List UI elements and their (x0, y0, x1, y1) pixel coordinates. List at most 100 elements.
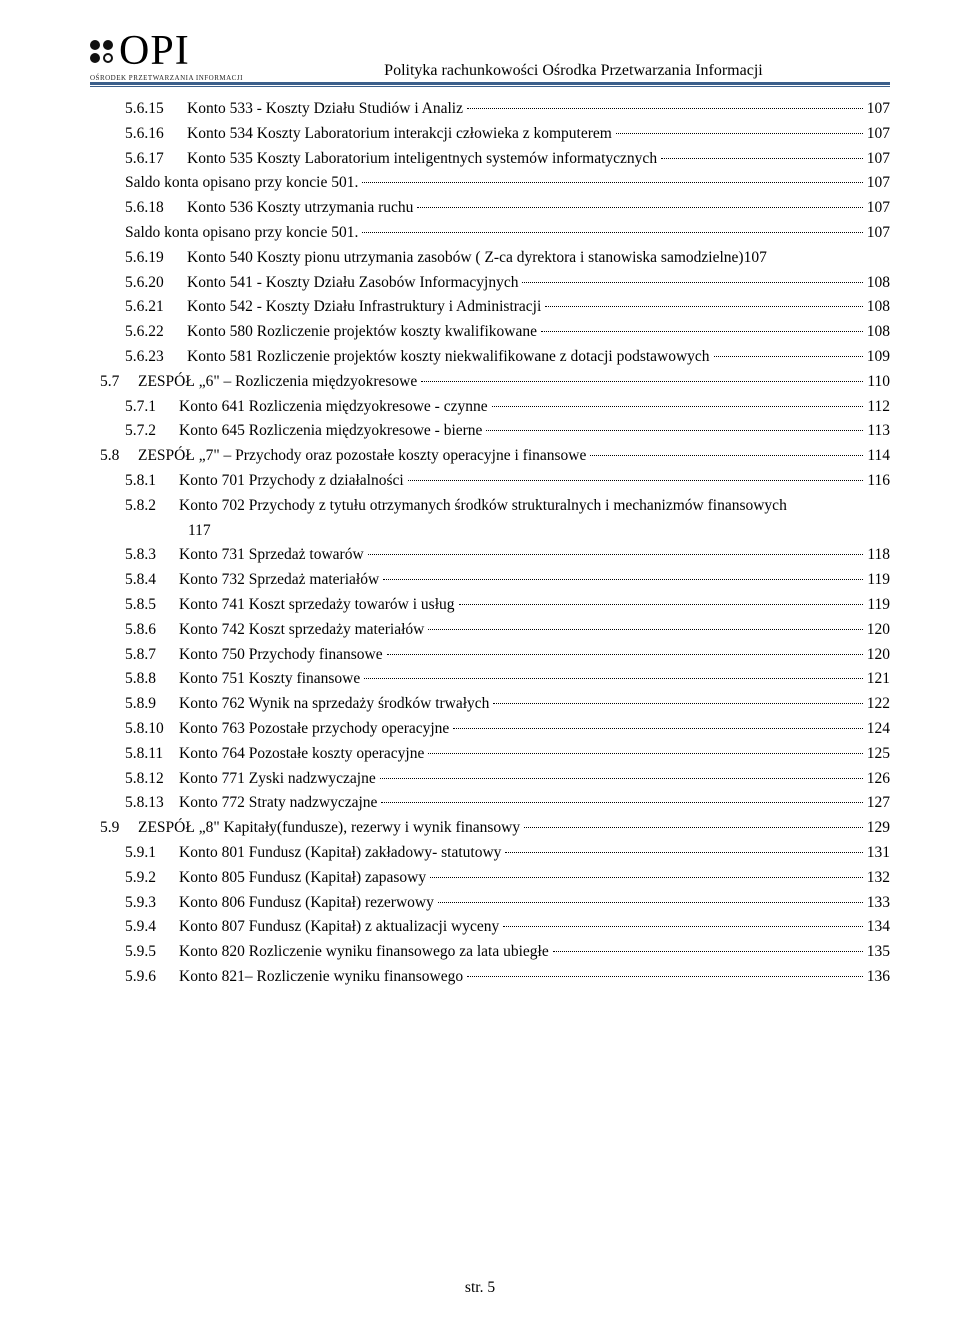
toc-page: 135 (867, 940, 890, 965)
toc-line: 5.6.22Konto 580 Rozliczenie projektów ko… (90, 320, 890, 345)
toc-label: Konto 764 Pozostałe koszty operacyjne (179, 742, 424, 767)
toc-page: 108 (867, 271, 890, 296)
toc-label: Konto 751 Koszty finansowe (179, 667, 360, 692)
toc-leader (430, 877, 863, 878)
page-footer: str. 5 (0, 1279, 960, 1297)
toc-page: 114 (867, 444, 890, 469)
toc-label: Konto 702 Przychody z tytułu otrzymanych… (179, 494, 787, 519)
toc-number: 5.8.11 (125, 742, 179, 767)
toc-number: 5.6.21 (125, 295, 187, 320)
toc-number: 5.8.1 (125, 469, 179, 494)
toc-label: Konto 645 Rozliczenia międzyokresowe - b… (179, 419, 482, 444)
toc-label: Konto 540 Koszty pionu utrzymania zasobó… (187, 246, 744, 271)
toc-leader (467, 108, 863, 109)
toc-page: 133 (867, 891, 890, 916)
logo-text: OPI (119, 30, 190, 72)
toc-number: 5.9.4 (125, 915, 179, 940)
toc-number: 5.9.2 (125, 866, 179, 891)
toc-number: 5.6.17 (125, 147, 187, 172)
toc-leader (616, 133, 863, 134)
toc-line: 5.8.7Konto 750 Przychody finansowe 120 (90, 643, 890, 668)
toc-line: 5.9.2Konto 805 Fundusz (Kapitał) zapasow… (90, 866, 890, 891)
toc-number: 5.9.5 (125, 940, 179, 965)
page-header: OPI OŚRODEK PRZETWARZANIA INFORMACJI Pol… (90, 30, 890, 82)
toc-line: 5.8.13Konto 772 Straty nadzwyczajne 127 (90, 791, 890, 816)
toc-number: 5.8.6 (125, 618, 179, 643)
toc-leader (428, 629, 862, 630)
toc-page: 112 (867, 395, 890, 420)
toc-leader (541, 331, 863, 332)
toc-label: Konto 533 - Koszty Działu Studiów i Anal… (187, 97, 463, 122)
toc-label: Konto 741 Koszt sprzedaży towarów i usłu… (179, 593, 455, 618)
logo-row: OPI (90, 30, 190, 72)
toc-number: 5.6.23 (125, 345, 187, 370)
toc-label: Konto 580 Rozliczenie projektów koszty k… (187, 320, 537, 345)
page-title: Polityka rachunkowości Ośrodka Przetwarz… (257, 62, 890, 80)
toc-leader (387, 654, 863, 655)
toc-number: 5.7.1 (125, 395, 179, 420)
toc-page: 134 (867, 915, 890, 940)
logo: OPI OŚRODEK PRZETWARZANIA INFORMACJI (90, 30, 243, 82)
toc-line: 5.6.21Konto 542 - Koszty Działu Infrastr… (90, 295, 890, 320)
toc-line: 5.8.6Konto 742 Koszt sprzedaży materiałó… (90, 618, 890, 643)
toc-leader (553, 951, 863, 952)
toc-label: Konto 750 Przychody finansowe (179, 643, 383, 668)
toc-line: 5.6.17Konto 535 Koszty Laboratorium inte… (90, 147, 890, 172)
toc-label: Konto 771 Zyski nadzwyczajne (179, 767, 376, 792)
toc-number: 5.8.4 (125, 568, 179, 593)
toc-leader (661, 158, 863, 159)
toc-line: Saldo konta opisano przy koncie 501. 107 (90, 221, 890, 246)
toc-page: 109 (867, 345, 890, 370)
toc-line: 5.6.18Konto 536 Koszty utrzymania ruchu … (90, 196, 890, 221)
toc-label: Konto 772 Straty nadzwyczajne (179, 791, 377, 816)
toc-label: Konto 701 Przychody z działalności (179, 469, 404, 494)
toc-number: 5.6.20 (125, 271, 187, 296)
toc-page: 113 (867, 419, 890, 444)
toc-label: Saldo konta opisano przy koncie 501. (125, 171, 358, 196)
toc-number: 5.8.8 (125, 667, 179, 692)
toc-number: 5.6.18 (125, 196, 187, 221)
toc-leader (590, 455, 863, 456)
toc-leader (492, 406, 864, 407)
toc-leader (408, 480, 864, 481)
toc-label: Konto 731 Sprzedaż towarów (179, 543, 364, 568)
toc-leader (417, 207, 862, 208)
toc-leader (522, 282, 862, 283)
toc-line: 5.6.20Konto 541 - Koszty Działu Zasobów … (90, 271, 890, 296)
toc-label: ZESPÓŁ „7" – Przychody oraz pozostałe ko… (138, 444, 586, 469)
toc-number: 5.7 (100, 370, 138, 395)
toc-page: 119 (867, 593, 890, 618)
toc-number: 5.8.2 (125, 494, 179, 519)
toc-leader (714, 356, 863, 357)
toc-line: 5.8ZESPÓŁ „7" – Przychody oraz pozostałe… (90, 444, 890, 469)
toc-leader (503, 926, 863, 927)
document-page: OPI OŚRODEK PRZETWARZANIA INFORMACJI Pol… (0, 0, 960, 1325)
toc-label: ZESPÓŁ „6" – Rozliczenia międzyokresowe (138, 370, 417, 395)
toc-leader (368, 554, 864, 555)
toc-number: 5.8.5 (125, 593, 179, 618)
toc-number: 5.6.15 (125, 97, 187, 122)
toc-label: Konto 805 Fundusz (Kapitał) zapasowy (179, 866, 426, 891)
toc-leader (364, 678, 863, 679)
toc-leader (381, 802, 862, 803)
toc-line: 5.9.3Konto 806 Fundusz (Kapitał) rezerwo… (90, 891, 890, 916)
toc-page: 136 (867, 965, 890, 990)
toc-leader (428, 753, 862, 754)
toc-line: 5.8.1Konto 701 Przychody z działalności … (90, 469, 890, 494)
toc-line: 5.9.1Konto 801 Fundusz (Kapitał) zakłado… (90, 841, 890, 866)
toc-number: 5.8.12 (125, 767, 179, 792)
toc-label: Konto 821– Rozliczenie wyniku finansoweg… (179, 965, 463, 990)
toc-label: Konto 801 Fundusz (Kapitał) zakładowy- s… (179, 841, 501, 866)
toc-page: 125 (867, 742, 890, 767)
toc-line: 5.6.16Konto 534 Koszty Laboratorium inte… (90, 122, 890, 147)
toc-line: 5.8.10Konto 763 Pozostałe przychody oper… (90, 717, 890, 742)
toc-page: 107 (867, 171, 890, 196)
toc-leader (453, 728, 862, 729)
toc-page: 107 (867, 196, 890, 221)
toc-page: 118 (867, 543, 890, 568)
toc-line: 5.9.5Konto 820 Rozliczenie wyniku finans… (90, 940, 890, 965)
toc-page: 127 (867, 791, 890, 816)
logo-mark (90, 40, 113, 63)
toc-label: Konto 581 Rozliczenie projektów koszty n… (187, 345, 710, 370)
toc-leader (362, 182, 862, 183)
